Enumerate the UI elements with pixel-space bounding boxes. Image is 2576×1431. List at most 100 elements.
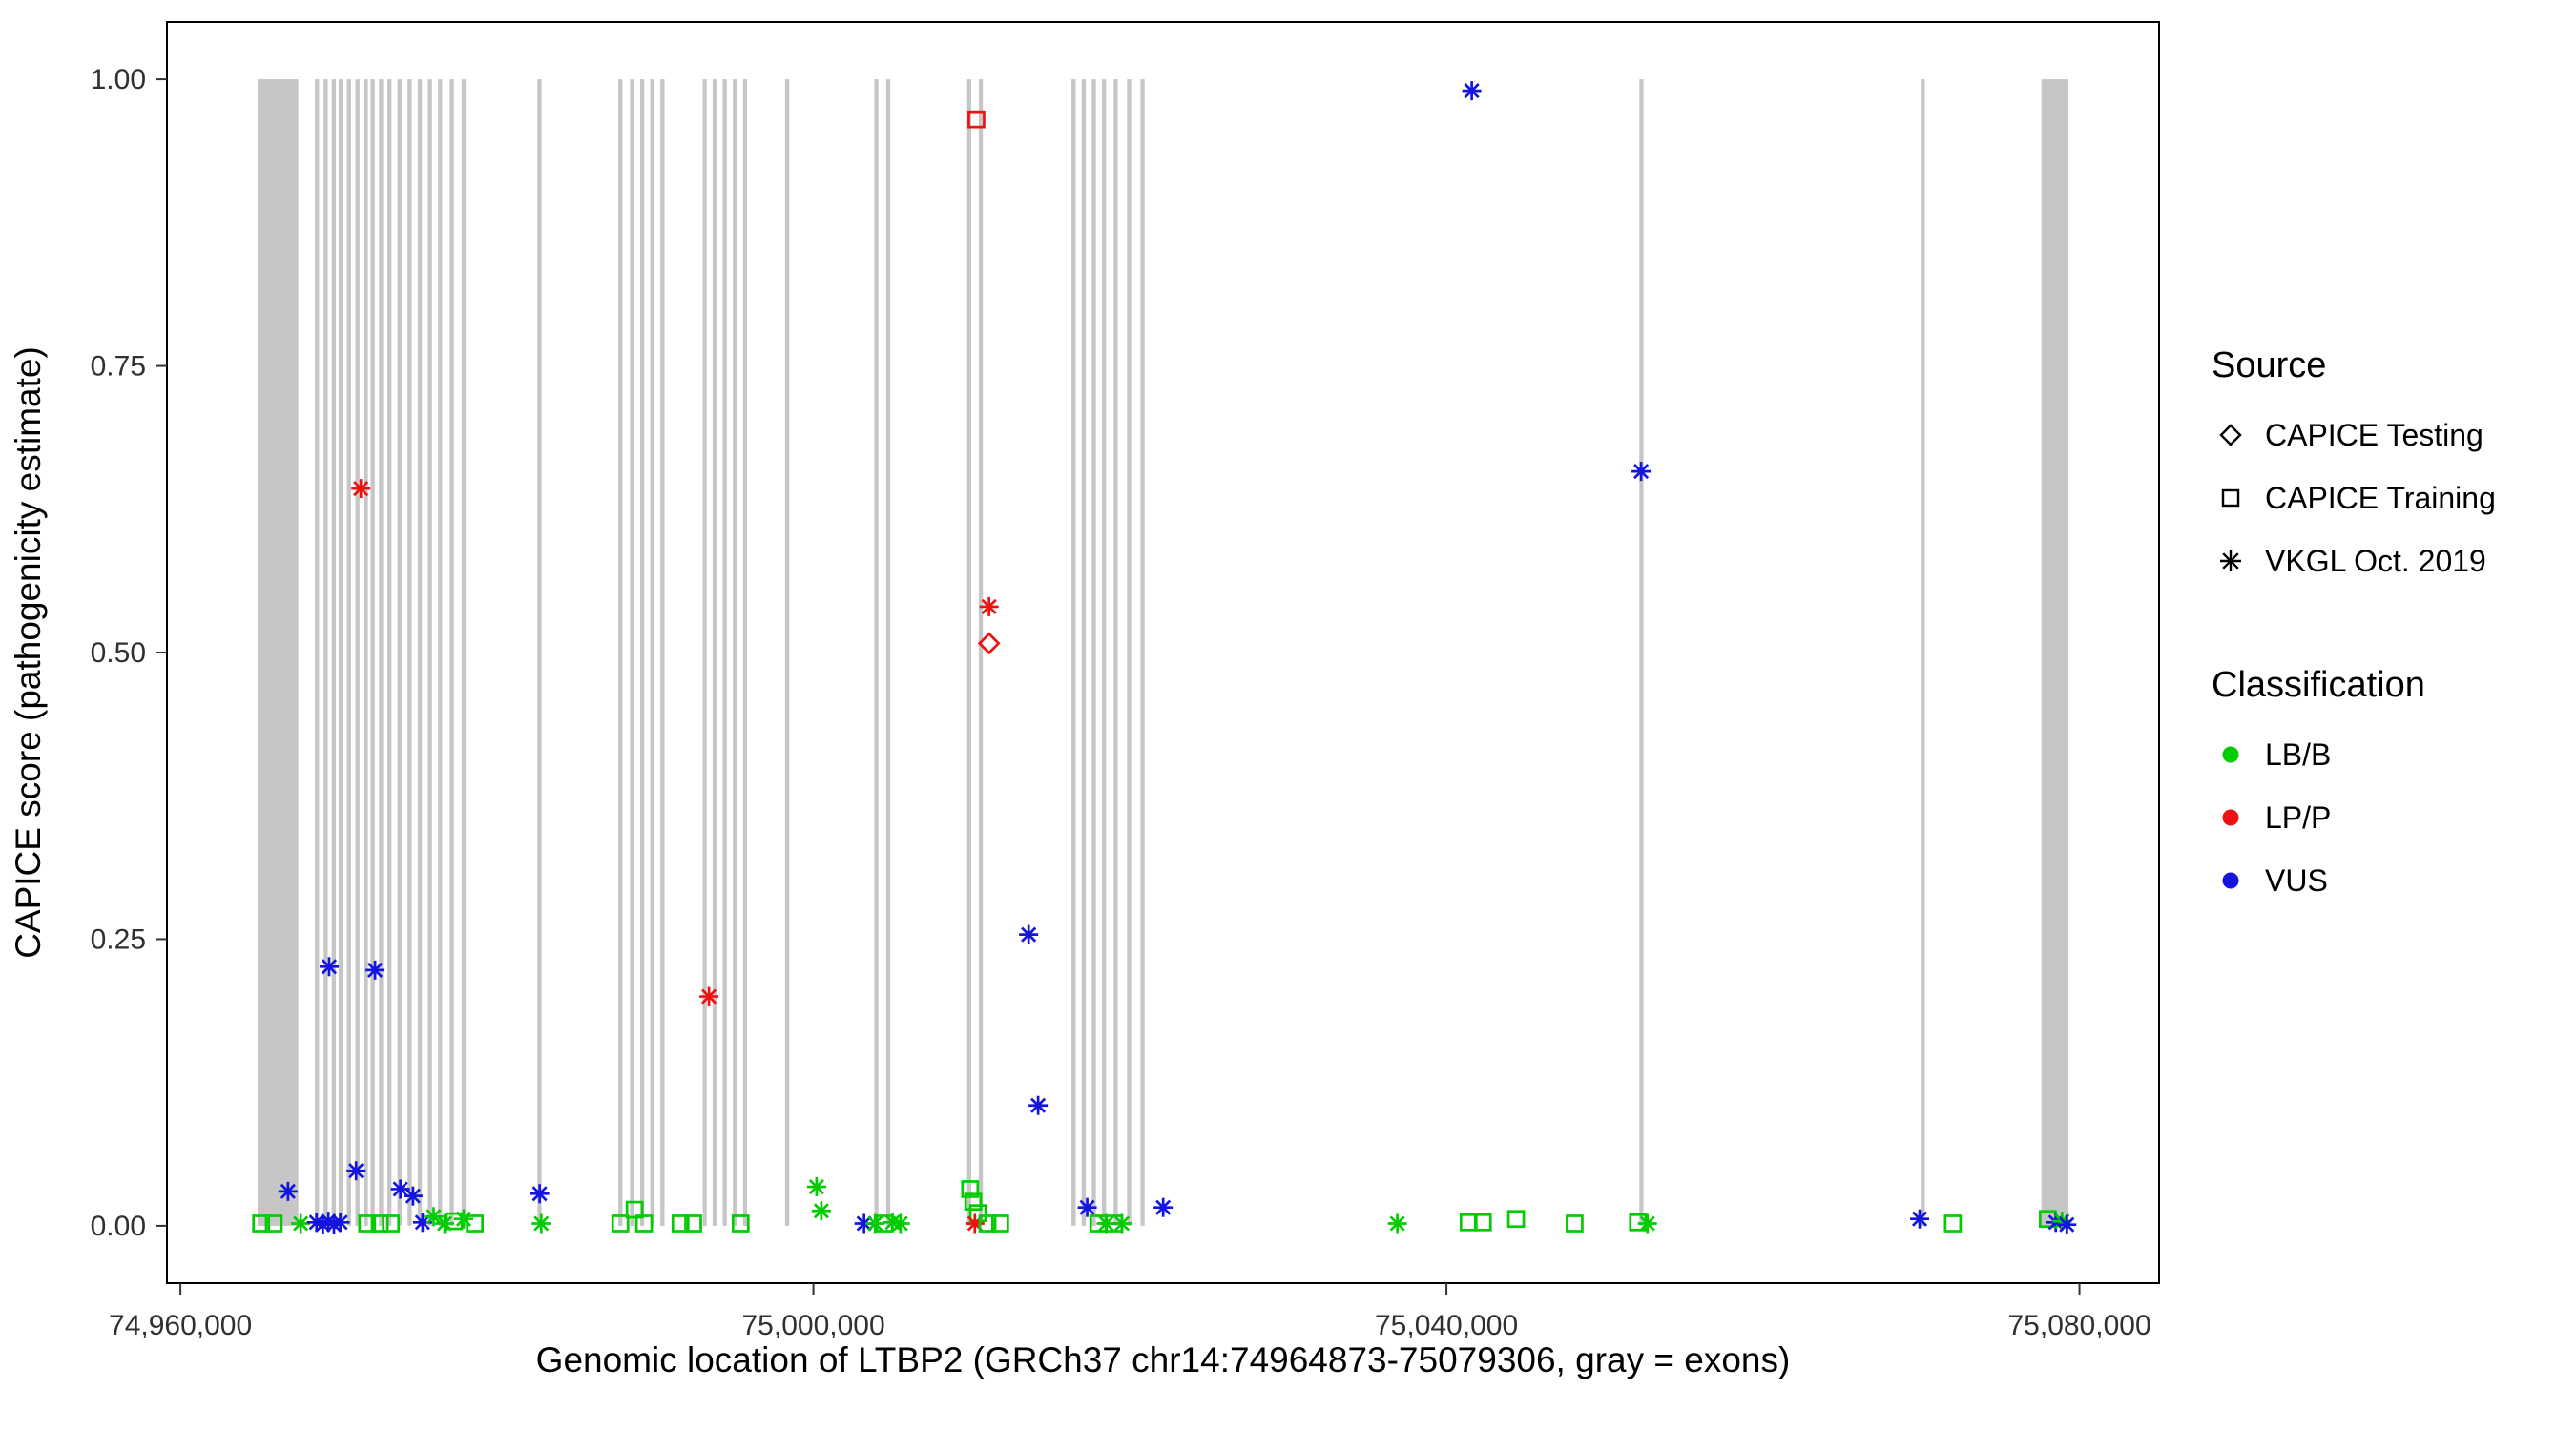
data-point-asterisk: [454, 1209, 474, 1229]
data-point-asterisk: [1028, 1095, 1049, 1115]
data-point-square: [967, 110, 986, 129]
exon-band: [784, 79, 790, 1226]
exon-band: [1127, 79, 1132, 1226]
data-point-square: [382, 1214, 401, 1233]
exon-band: [461, 79, 467, 1226]
legend-classification-title: Classification: [2212, 665, 2425, 705]
exon-band: [387, 79, 392, 1226]
data-point-asterisk: [346, 1161, 366, 1181]
data-point-square: [252, 1214, 271, 1233]
data-point-asterisk: [530, 1184, 550, 1204]
data-point-asterisk: [979, 596, 999, 616]
y-axis-title: CAPICE score (pathogenicity estimate): [9, 346, 48, 959]
data-point-asterisk: [1631, 462, 1652, 482]
legend-item-capice-testing: CAPICE Testing: [2212, 404, 2496, 467]
legend-label-capice-testing: CAPICE Testing: [2265, 417, 2483, 452]
y-tick-label: 1.00: [91, 64, 146, 95]
data-point-square: [370, 1214, 389, 1233]
data-point-asterisk: [1637, 1213, 1657, 1234]
lbb-dot-icon: [2212, 736, 2250, 774]
exon-band: [733, 79, 737, 1226]
exon-band: [346, 79, 351, 1226]
panel-border: [166, 21, 2160, 1284]
data-point-asterisk: [1077, 1197, 1097, 1217]
exon-band: [370, 79, 375, 1226]
exon-band: [2041, 79, 2069, 1226]
data-point-square: [1473, 1213, 1492, 1232]
exon-band: [885, 79, 891, 1226]
exon-band: [618, 79, 623, 1226]
exon-band: [331, 79, 336, 1226]
exon-band: [966, 79, 971, 1226]
exon-band: [355, 79, 360, 1226]
data-point-asterisk: [890, 1213, 910, 1234]
data-point-asterisk: [1387, 1213, 1407, 1234]
exon-band: [722, 79, 727, 1226]
vus-dot-icon: [2212, 861, 2250, 900]
legend-classification-group: Classification LB/B LP/P VUS: [2212, 665, 2496, 912]
data-point-asterisk: [351, 479, 371, 499]
data-point-square: [1506, 1210, 1526, 1229]
data-point-asterisk: [811, 1201, 831, 1221]
asterisk-icon: [2212, 542, 2250, 580]
exon-band: [874, 79, 879, 1226]
exon-band: [407, 79, 412, 1226]
data-point-asterisk: [1153, 1197, 1174, 1217]
legend-item-capice-training: CAPICE Training: [2212, 467, 2496, 529]
data-point-asterisk: [278, 1181, 298, 1201]
square-icon: [2212, 479, 2250, 517]
exon-band: [315, 79, 320, 1226]
exon-band: [1101, 79, 1107, 1226]
data-point-asterisk: [365, 960, 385, 980]
exon-band: [323, 79, 328, 1226]
data-point-asterisk: [1462, 81, 1482, 101]
exon-band: [379, 79, 384, 1226]
legend-source-title: Source: [2212, 345, 2327, 385]
data-point-square: [671, 1214, 690, 1233]
exon-band: [1113, 79, 1118, 1226]
legend-label-capice-training: CAPICE Training: [2265, 480, 2496, 515]
exon-band: [639, 79, 645, 1226]
data-point-asterisk: [320, 957, 340, 977]
y-tick-label: 0.00: [91, 1211, 146, 1242]
data-point-square: [466, 1214, 484, 1233]
data-point-asterisk: [424, 1207, 444, 1227]
data-point-square: [731, 1214, 750, 1233]
legend-item-vus: VUS: [2212, 849, 2496, 912]
exon-band: [427, 79, 432, 1226]
exon-band: [1921, 79, 1925, 1226]
diamond-icon: [2212, 416, 2250, 454]
data-point-square: [684, 1214, 702, 1233]
legend-item-lpp: LP/P: [2212, 786, 2496, 849]
exon-band: [1081, 79, 1087, 1226]
data-point-square: [611, 1214, 630, 1233]
exon-band: [537, 79, 542, 1226]
legend-label-lbb: LB/B: [2265, 736, 2332, 772]
exon-band: [417, 79, 423, 1226]
exon-band: [438, 79, 443, 1226]
data-point-asterisk: [435, 1213, 455, 1234]
data-point-diamond: [977, 632, 1001, 655]
data-point-asterisk: [699, 986, 719, 1006]
exon-band: [1071, 79, 1076, 1226]
legend-item-lbb: LB/B: [2212, 723, 2496, 786]
exon-band: [364, 79, 368, 1226]
legend-label-vkgl: VKGL Oct. 2019: [2265, 543, 2486, 578]
data-point-asterisk: [531, 1213, 551, 1234]
data-point-asterisk: [330, 1213, 350, 1233]
data-point-square: [634, 1214, 654, 1233]
exon-band: [660, 79, 665, 1226]
x-tick-label: 75,040,000: [1375, 1310, 1518, 1341]
exon-band: [712, 79, 717, 1226]
data-point-square: [264, 1214, 283, 1233]
data-point-square: [1566, 1214, 1584, 1233]
data-point-asterisk: [806, 1177, 826, 1197]
data-point-square: [978, 1214, 997, 1233]
exon-band: [1639, 79, 1644, 1226]
exon-band: [742, 79, 748, 1226]
data-point-square: [961, 1180, 980, 1198]
data-point-square: [964, 1192, 983, 1212]
exon-band: [630, 79, 634, 1226]
